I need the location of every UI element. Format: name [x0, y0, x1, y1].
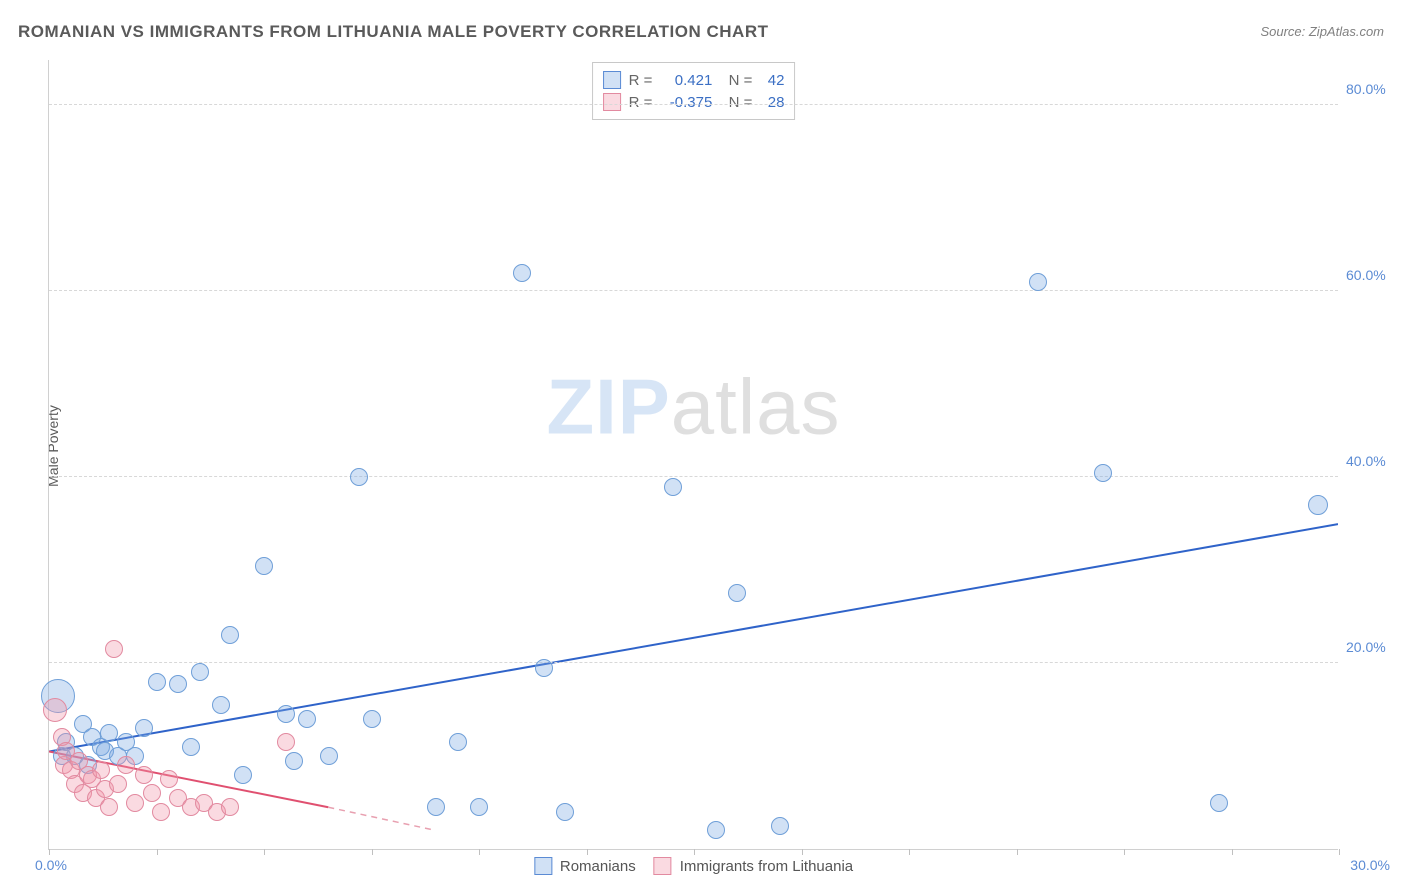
- x-tick: [909, 849, 910, 855]
- y-tick-label: 40.0%: [1346, 453, 1396, 469]
- n-value-lithuania: 28: [760, 94, 784, 111]
- x-tick: [694, 849, 695, 855]
- x-tick: [1124, 849, 1125, 855]
- data-point-romanians: [1308, 495, 1328, 515]
- data-point-romanians: [100, 724, 118, 742]
- data-point-romanians: [1210, 794, 1228, 812]
- data-point-romanians: [148, 673, 166, 691]
- stats-row-romanians: R = 0.421 N = 42: [603, 69, 785, 91]
- data-point-lithuania: [221, 798, 239, 816]
- data-point-romanians: [298, 710, 316, 728]
- gridline: [49, 476, 1338, 477]
- data-point-romanians: [1029, 273, 1047, 291]
- data-point-romanians: [363, 710, 381, 728]
- x-tick: [802, 849, 803, 855]
- n-label: N =: [720, 72, 752, 89]
- x-tick: [479, 849, 480, 855]
- data-point-romanians: [449, 733, 467, 751]
- data-point-lithuania: [43, 698, 67, 722]
- scatter-plot: ZIPatlas R = 0.421 N = 42 R = -0.375 N =…: [48, 60, 1338, 850]
- data-point-romanians: [535, 659, 553, 677]
- data-point-romanians: [182, 738, 200, 756]
- data-point-lithuania: [126, 794, 144, 812]
- r-label: R =: [629, 72, 653, 89]
- r-value-lithuania: -0.375: [660, 94, 712, 111]
- data-point-romanians: [771, 817, 789, 835]
- data-point-lithuania: [100, 798, 118, 816]
- gridline: [49, 290, 1338, 291]
- gridline: [49, 104, 1338, 105]
- data-point-romanians: [1094, 464, 1112, 482]
- data-point-lithuania: [143, 784, 161, 802]
- data-point-romanians: [513, 264, 531, 282]
- x-tick: [49, 849, 50, 855]
- legend-item-romanians: Romanians: [534, 857, 636, 875]
- stats-legend: R = 0.421 N = 42 R = -0.375 N = 28: [592, 62, 796, 120]
- data-point-lithuania: [135, 766, 153, 784]
- x-tick: [1232, 849, 1233, 855]
- legend-item-lithuania: Immigrants from Lithuania: [654, 857, 853, 875]
- data-point-lithuania: [160, 770, 178, 788]
- data-point-lithuania: [277, 733, 295, 751]
- x-tick: [1339, 849, 1340, 855]
- y-tick-label: 60.0%: [1346, 267, 1396, 283]
- r-value-romanians: 0.421: [660, 72, 712, 89]
- data-point-romanians: [234, 766, 252, 784]
- data-point-romanians: [556, 803, 574, 821]
- x-origin-label: 0.0%: [35, 857, 67, 873]
- x-tick: [1017, 849, 1018, 855]
- data-point-romanians: [135, 719, 153, 737]
- data-point-romanians: [221, 626, 239, 644]
- legend-label: Romanians: [560, 858, 636, 875]
- x-tick: [587, 849, 588, 855]
- x-tick: [264, 849, 265, 855]
- gridline: [49, 662, 1338, 663]
- y-tick-label: 20.0%: [1346, 639, 1396, 655]
- data-point-romanians: [169, 675, 187, 693]
- y-tick-label: 80.0%: [1346, 81, 1396, 97]
- data-point-romanians: [277, 705, 295, 723]
- watermark: ZIPatlas: [546, 362, 840, 453]
- stats-row-lithuania: R = -0.375 N = 28: [603, 91, 785, 113]
- data-point-romanians: [664, 478, 682, 496]
- n-value-romanians: 42: [760, 72, 784, 89]
- data-point-romanians: [285, 752, 303, 770]
- x-tick: [372, 849, 373, 855]
- data-point-lithuania: [105, 640, 123, 658]
- trend-lines: [49, 60, 1338, 849]
- legend-label: Immigrants from Lithuania: [680, 858, 853, 875]
- swatch-pink-icon: [603, 93, 621, 111]
- series-legend: Romanians Immigrants from Lithuania: [534, 857, 853, 875]
- data-point-romanians: [320, 747, 338, 765]
- swatch-pink-icon: [654, 857, 672, 875]
- x-tick: [157, 849, 158, 855]
- data-point-lithuania: [92, 761, 110, 779]
- source-credit: Source: ZipAtlas.com: [1260, 24, 1384, 39]
- data-point-romanians: [191, 663, 209, 681]
- swatch-blue-icon: [534, 857, 552, 875]
- n-label: N =: [720, 94, 752, 111]
- data-point-lithuania: [117, 756, 135, 774]
- data-point-romanians: [212, 696, 230, 714]
- data-point-romanians: [728, 584, 746, 602]
- data-point-lithuania: [152, 803, 170, 821]
- r-label: R =: [629, 94, 653, 111]
- data-point-romanians: [707, 821, 725, 839]
- data-point-romanians: [255, 557, 273, 575]
- data-point-romanians: [427, 798, 445, 816]
- chart-title: ROMANIAN VS IMMIGRANTS FROM LITHUANIA MA…: [18, 22, 769, 42]
- data-point-romanians: [470, 798, 488, 816]
- data-point-lithuania: [109, 775, 127, 793]
- swatch-blue-icon: [603, 71, 621, 89]
- data-point-romanians: [350, 468, 368, 486]
- x-end-label: 30.0%: [1350, 857, 1390, 873]
